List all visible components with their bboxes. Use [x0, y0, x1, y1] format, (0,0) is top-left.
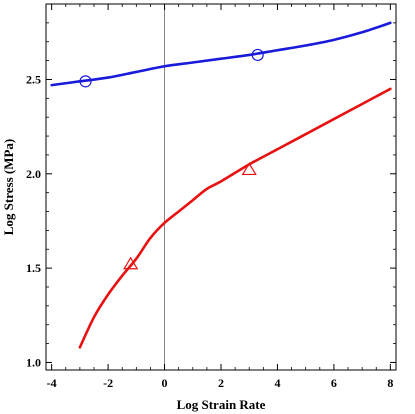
x-tick-label: 6 [331, 376, 337, 390]
x-tick-label: 0 [162, 376, 168, 390]
data-point-triangle [241, 162, 257, 176]
x-tick-label: -2 [103, 376, 113, 390]
y-tick-label: 2.5 [26, 72, 41, 86]
x-tick-label: 2 [218, 376, 224, 390]
y-tick-label: 1.0 [26, 355, 41, 369]
series-line-1 [50, 21, 392, 87]
y-tick-label: 1.5 [26, 261, 41, 275]
x-tick-label: 8 [387, 376, 393, 390]
y-tick-label: 2.0 [26, 167, 41, 181]
data-point-circle [251, 48, 264, 62]
data-point-circle [79, 75, 92, 88]
y-axis-title: Log Stress (MPa) [1, 139, 16, 236]
series-line-2 [78, 87, 392, 349]
x-tick-label: 4 [274, 376, 280, 390]
data-point-triangle [123, 256, 139, 270]
x-tick-label: -4 [47, 376, 57, 390]
x-axis-title: Log Strain Rate [177, 397, 266, 412]
